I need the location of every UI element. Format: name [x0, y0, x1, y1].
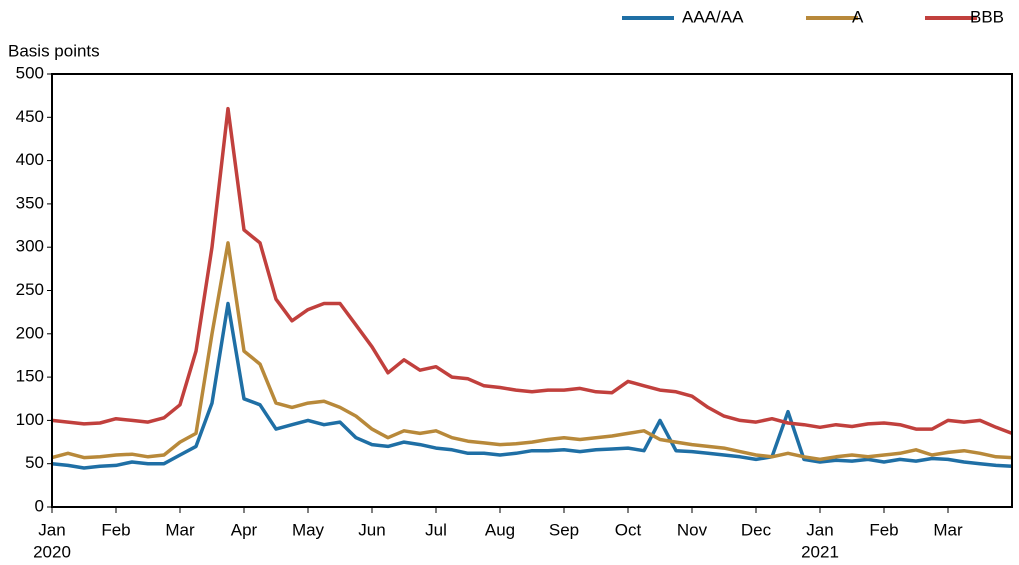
series-line: [51, 301, 1013, 470]
x-tick-label: Feb: [101, 520, 130, 539]
y-tick-label: 450: [16, 107, 44, 126]
x-tick-label: Aug: [485, 520, 515, 539]
x-tick-label: Jun: [358, 520, 385, 539]
x-tick-label: Mar: [933, 520, 963, 539]
year-label: 2020: [33, 542, 71, 561]
x-tick-label: Dec: [741, 520, 772, 539]
plot-frame: [51, 73, 1013, 508]
y-tick-label: 200: [16, 323, 44, 342]
y-tick-label: 300: [16, 237, 44, 256]
x-tick-label: Oct: [615, 520, 642, 539]
legend-label: BBB: [970, 7, 1004, 26]
x-tick-label: May: [292, 520, 325, 539]
y-tick-label: 50: [25, 453, 44, 472]
x-tick-label: Sep: [549, 520, 579, 539]
y-axis-label: Basis points: [8, 41, 100, 60]
series-line: [51, 241, 1013, 462]
x-tick-label: Mar: [165, 520, 195, 539]
series-line: [51, 106, 1013, 436]
year-label: 2021: [801, 542, 839, 561]
y-tick-label: 150: [16, 367, 44, 386]
y-tick-label: 350: [16, 193, 44, 212]
x-tick-label: Jan: [806, 520, 833, 539]
x-tick-label: Apr: [231, 520, 258, 539]
y-tick-label: 250: [16, 280, 44, 299]
legend-label: AAA/AA: [682, 7, 744, 26]
x-tick-label: Jan: [38, 520, 65, 539]
y-tick-label: 500: [16, 63, 44, 82]
y-tick-label: 100: [16, 410, 44, 429]
x-tick-label: Jul: [425, 520, 447, 539]
x-tick-label: Nov: [677, 520, 708, 539]
x-tick-label: Feb: [869, 520, 898, 539]
y-tick-label: 400: [16, 150, 44, 169]
y-tick-label: 0: [35, 496, 44, 515]
legend-label: A: [852, 7, 864, 26]
